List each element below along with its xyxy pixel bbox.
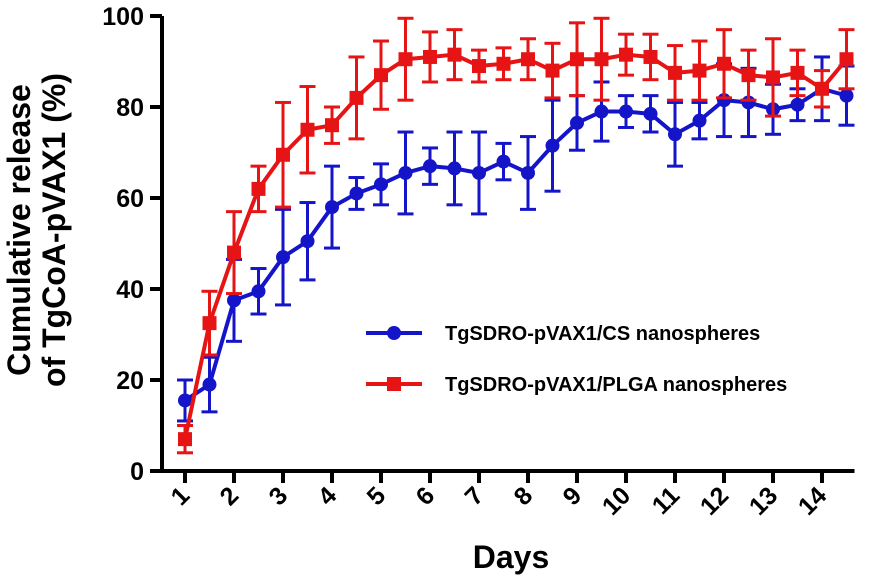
x-axis-title: Days [473,539,550,575]
y-tick-label: 40 [116,276,144,304]
legend-marker-plga [387,377,401,391]
x-tick-label: 7 [460,481,490,511]
data-point [374,68,388,83]
legend-item-cs: TgSDRO-pVAX1/CS nanospheres [366,323,760,345]
data-point [717,56,731,71]
x-tick-label: 4 [313,481,343,511]
data-point [374,177,388,192]
data-point [619,104,633,119]
data-point [594,104,609,119]
data-point [766,70,780,85]
data-point [447,161,462,176]
y-tick-label: 20 [116,367,144,395]
data-point [472,165,486,180]
series-line [183,86,848,403]
data-point [276,147,290,162]
data-point [276,250,290,265]
data-point [398,165,413,180]
data-point [202,377,217,392]
data-point [251,284,266,299]
series-line [183,52,849,440]
x-tick-label: 2 [215,481,245,511]
data-point [227,293,241,308]
data-point [692,113,707,128]
y-axis-title-line-1: Cumulative release [1,84,37,376]
x-tick-label: 1 [166,481,196,511]
series-cs [177,55,855,423]
data-point [619,47,633,62]
data-point [692,63,707,78]
data-point [178,432,192,447]
x-axis: 1 2 3 4 5 6 7 8 9 10 11 12 13 14 [162,469,855,521]
data-point [398,52,413,67]
data-point [300,122,315,137]
data-point [839,52,854,67]
data-point [447,47,462,62]
y-axis-title-line-2: of TgCoA-pVAX1 (%) [36,73,72,387]
data-point [570,115,584,130]
legend-item-plga: TgSDRO-pVAX1/PLGA nanospheres [366,374,787,396]
data-point [570,52,584,67]
data-point [496,154,511,169]
y-tick-label: 60 [116,185,144,213]
data-point [178,393,192,408]
legend: TgSDRO-pVAX1/CS nanospheres TgSDRO-pVAX1… [366,323,787,396]
data-point [545,63,560,78]
data-point [668,127,682,142]
legend-marker-cs [387,326,401,340]
plot-area [177,16,855,455]
data-point [790,97,805,112]
x-tick-label: 9 [558,481,588,511]
data-point [251,181,266,196]
x-tick-label: 10 [597,481,636,520]
y-tick-label: 80 [116,94,144,122]
y-axis: 0 20 40 60 80 100 [102,3,164,486]
x-tick-label: 12 [695,481,734,520]
data-point [643,106,658,121]
data-point [643,49,658,64]
data-point [521,165,535,180]
y-tick-label: 0 [130,458,144,486]
data-point [521,52,535,67]
x-tick-label: 13 [744,481,783,520]
data-point [202,316,217,331]
data-point [325,200,339,215]
data-point [594,52,609,67]
data-point [496,56,511,71]
x-tick-label: 14 [793,481,833,521]
y-axis-title: Cumulative release of TgCoA-pVAX1 (%) [1,73,72,387]
data-point [741,68,756,83]
legend-label-cs: TgSDRO-pVAX1/CS nanospheres [445,323,760,345]
data-point [349,90,364,105]
data-point [423,159,437,174]
x-tick-label: 8 [509,481,539,511]
x-tick-label: 3 [264,481,294,511]
x-tick-label: 5 [362,481,392,511]
x-tick-label: 11 [647,481,686,520]
data-point [349,186,364,201]
series-plga [177,16,855,455]
legend-label-plga: TgSDRO-pVAX1/PLGA nanospheres [445,374,787,396]
data-point [839,88,854,103]
data-point [423,49,437,64]
data-point [815,81,829,96]
x-tick-label: 6 [411,481,441,511]
data-point [790,65,805,80]
data-point [472,59,486,74]
data-point [668,65,682,80]
data-point [325,118,339,133]
data-point [545,138,560,153]
y-tick-label: 100 [102,3,144,31]
data-point [300,234,315,249]
data-point [227,245,241,260]
